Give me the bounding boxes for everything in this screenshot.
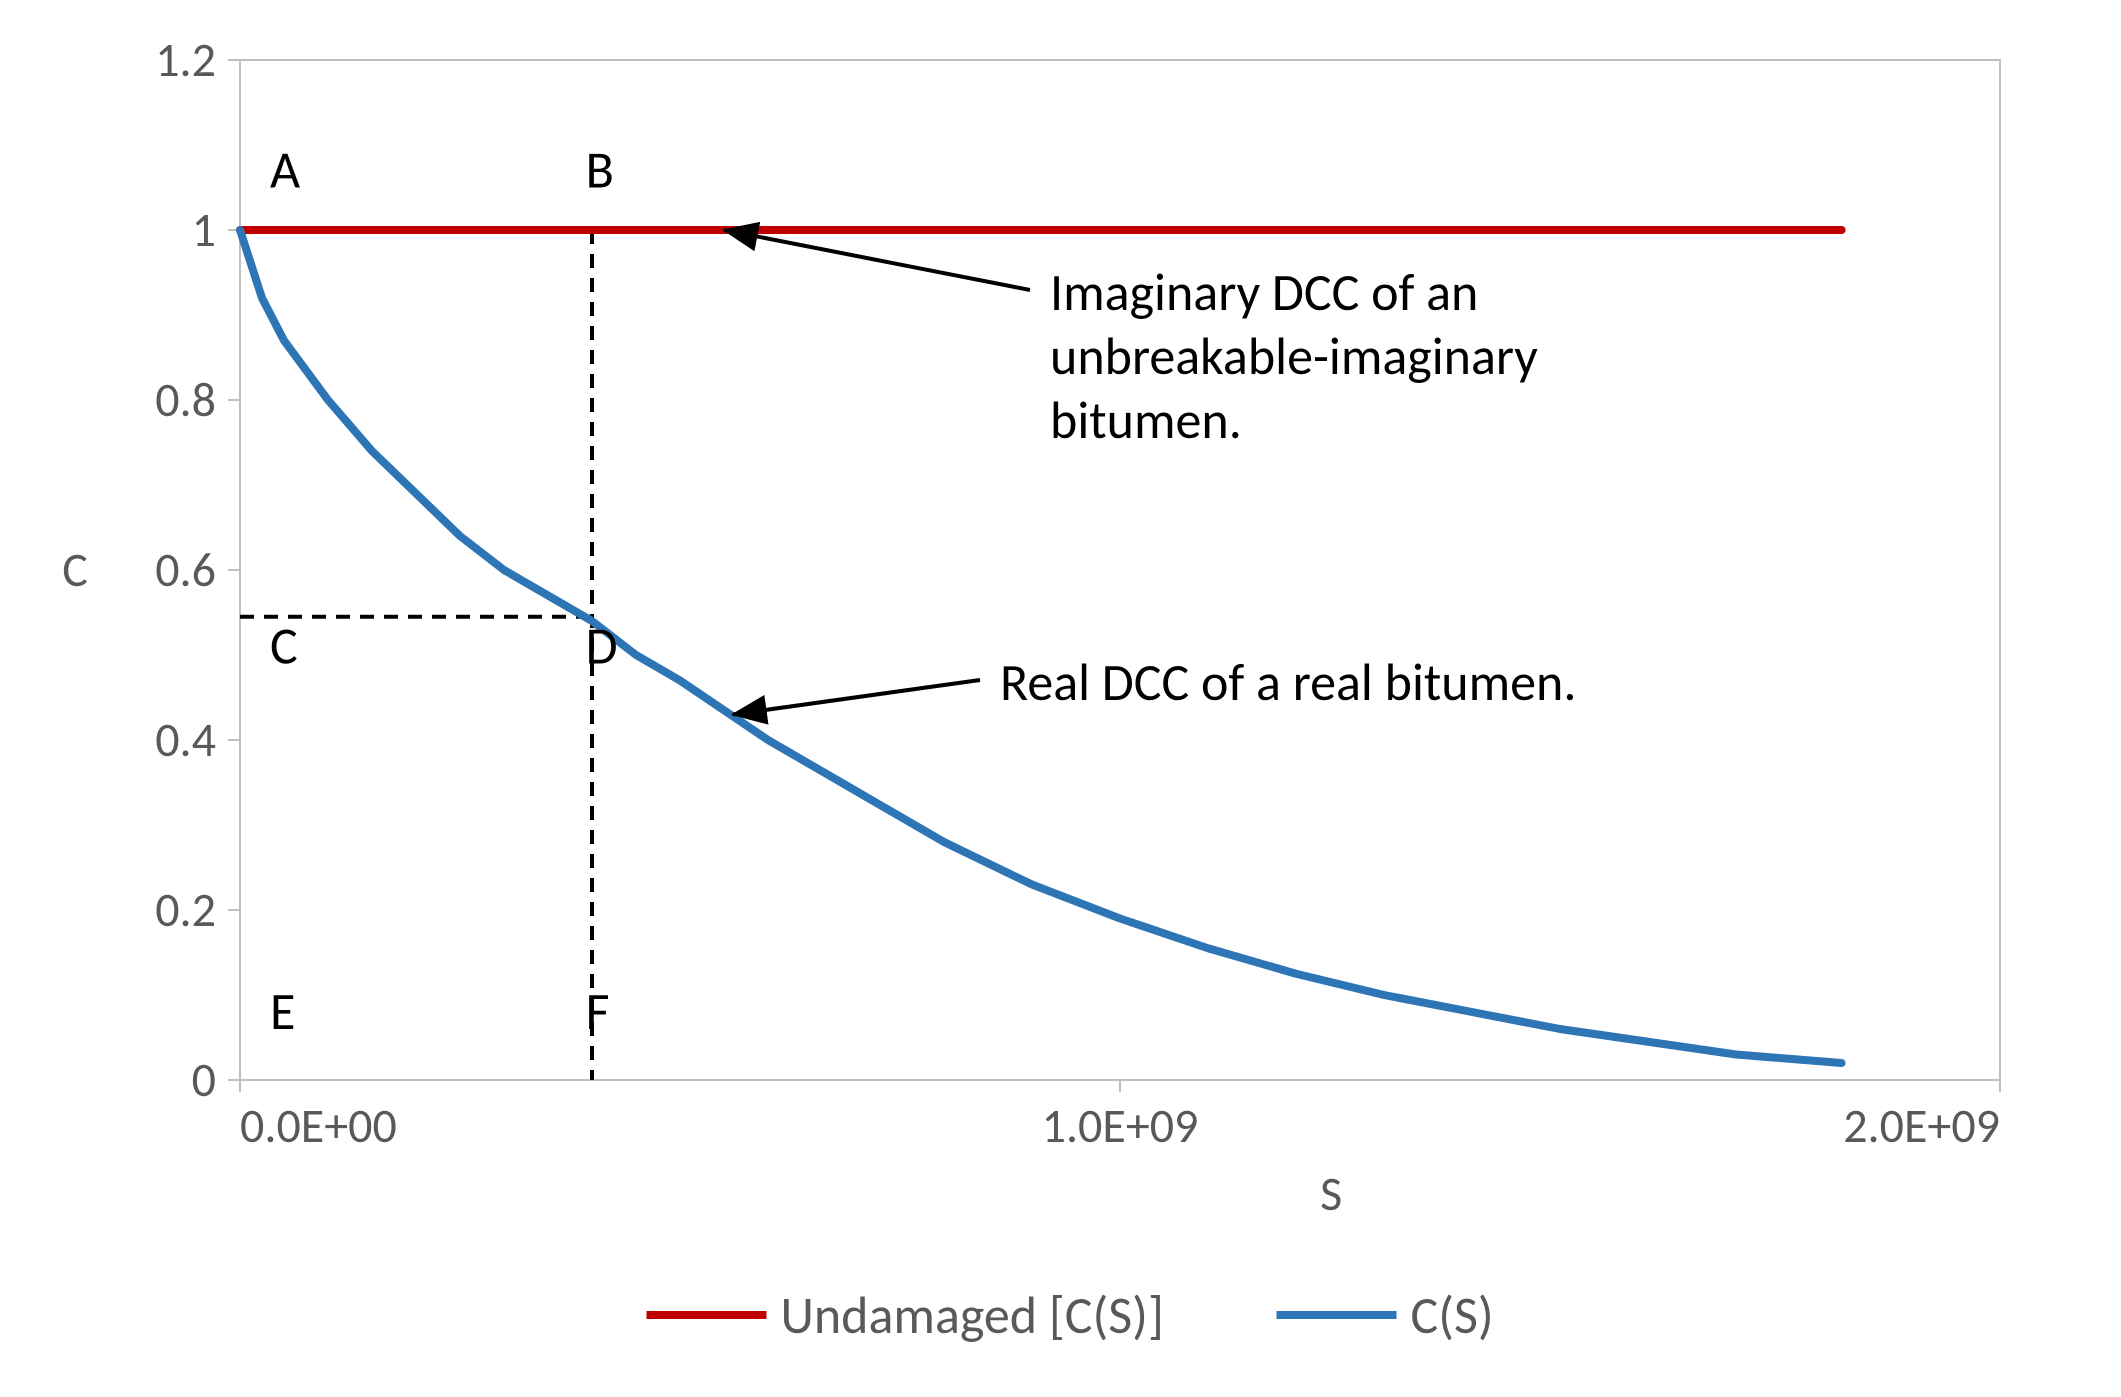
y-tick-label: 0.6 — [155, 540, 216, 599]
y-tick-label: 1.2 — [155, 30, 216, 89]
legend-label: Undamaged [C(S)] — [781, 1283, 1164, 1347]
x-axis-label: S — [1320, 1164, 1342, 1223]
annotation-text: Real DCC of a real bitumen. — [1000, 650, 1576, 714]
y-tick-label: 1 — [192, 200, 216, 259]
dcc-chart: 0 0.2 0.4 0.6 0.8 1 1.2 0.0E+00 1.0E+09 2.0E+09 C S… — [20, 20, 2121, 1377]
annotation-text: bitumen. — [1050, 388, 1242, 452]
y-tick-label: 0 — [192, 1050, 216, 1109]
x-tick-label: 0.0E+00 — [240, 1096, 397, 1155]
y-tick-label: 0.2 — [155, 880, 216, 939]
y-axis-label: C — [62, 540, 88, 599]
point-label: D — [586, 614, 618, 678]
legend-label: C(S) — [1411, 1283, 1494, 1347]
y-tick-label: 0.4 — [155, 710, 216, 769]
chart-svg: 0 0.2 0.4 0.6 0.8 1 1.2 0.0E+00 1.0E+09 2.0E+09 C S… — [20, 20, 2121, 1377]
point-label: E — [270, 979, 295, 1043]
x-tick-label: 1.0E+09 — [1042, 1096, 1199, 1155]
x-tick-label: 2.0E+09 — [1843, 1096, 2000, 1155]
y-tick-label: 0.8 — [155, 370, 216, 429]
point-label: A — [270, 138, 300, 202]
annotation-text: unbreakable-imaginary — [1050, 324, 1538, 388]
point-label: C — [270, 614, 298, 678]
annotation-text: Imaginary DCC of an — [1050, 260, 1478, 324]
point-label: B — [586, 138, 614, 202]
point-label: F — [586, 979, 610, 1043]
